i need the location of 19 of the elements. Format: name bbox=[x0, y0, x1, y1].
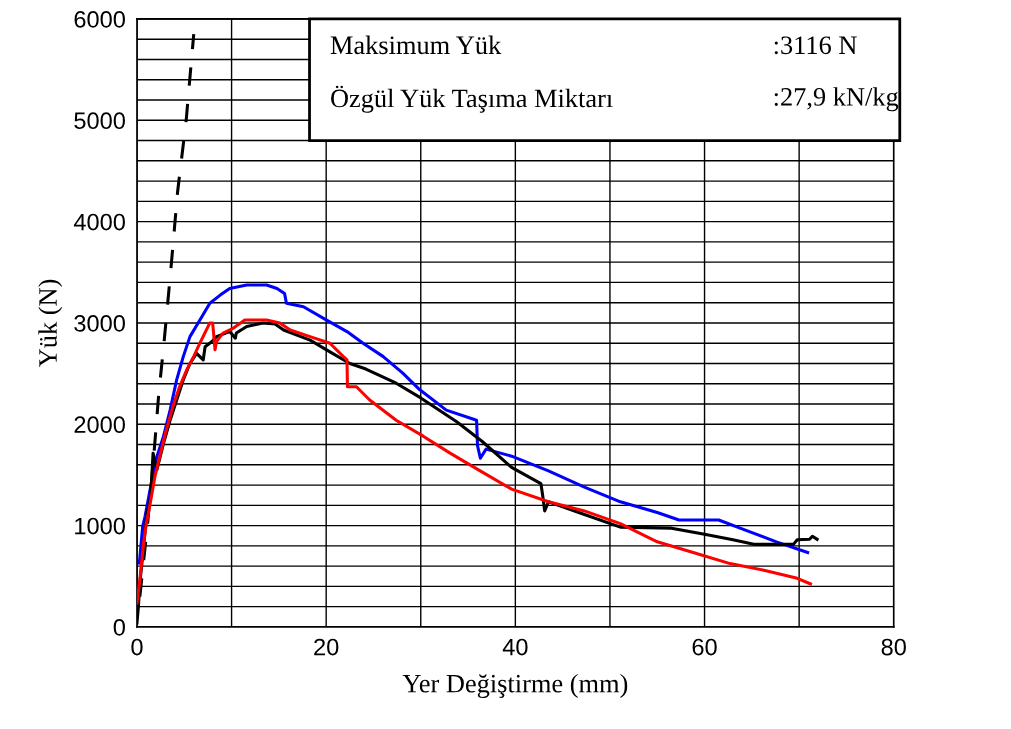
x-tick-label: 0 bbox=[131, 638, 143, 656]
annotation: Maksimum Yük bbox=[330, 35, 502, 55]
y-tick-label: 0 bbox=[113, 619, 125, 636]
x-tick-label: 60 bbox=[692, 638, 717, 656]
x-tick-label: 20 bbox=[314, 638, 339, 656]
x-tick-label: 40 bbox=[502, 638, 528, 656]
y-tick-label: 4000 bbox=[73, 213, 125, 231]
annotation: :3116 N bbox=[774, 36, 857, 55]
x-axis-title: Yer Değiştirme (mm) bbox=[402, 673, 628, 698]
y-tick-label: 6000 bbox=[74, 11, 125, 28]
y-tick-label: 2000 bbox=[74, 416, 125, 434]
y-tick-label: 5000 bbox=[74, 112, 125, 130]
y-tick-label: 3000 bbox=[74, 315, 125, 332]
line-series bbox=[137, 283, 810, 565]
x-tick-label: 80 bbox=[881, 638, 906, 656]
y-tick-label: 1000 bbox=[75, 517, 125, 535]
annotation: :27,9 kN/kg bbox=[774, 87, 899, 112]
annotation: Özgül Yük Taşıma Miktarı bbox=[331, 85, 613, 113]
y-axis-title: Yük (N) bbox=[38, 279, 63, 367]
